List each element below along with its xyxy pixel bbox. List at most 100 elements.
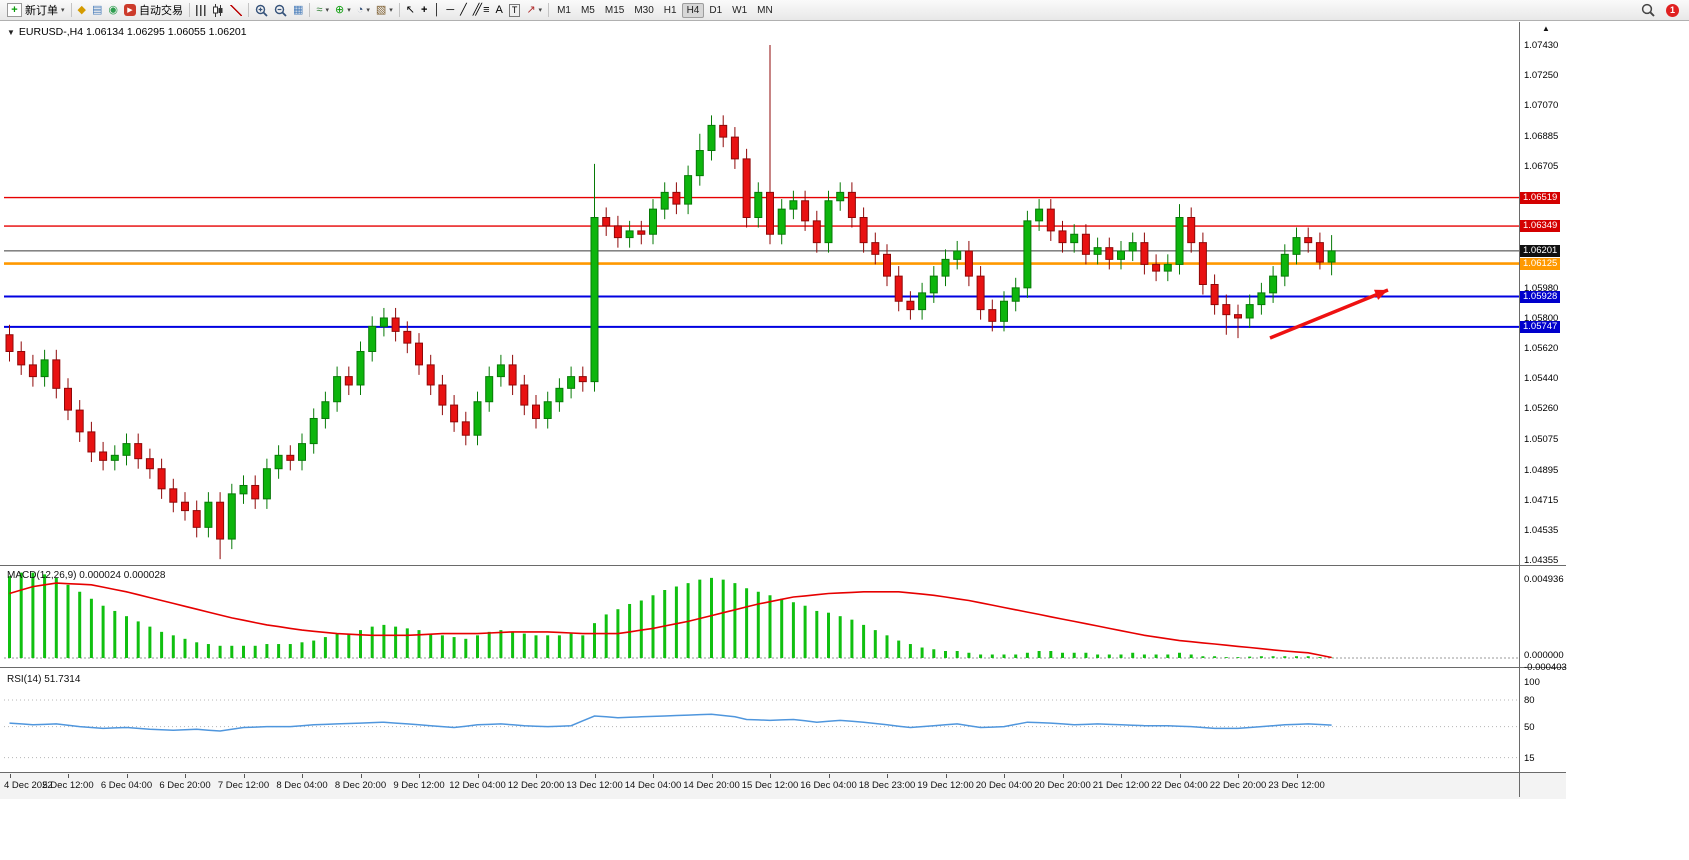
separator [398, 3, 400, 17]
zoom-out-button[interactable] [271, 1, 290, 20]
label-tool-button[interactable]: T [506, 1, 524, 20]
autotrade-icon: ▶ [124, 4, 136, 16]
data-window-icon: ◉ [108, 3, 118, 16]
candles [5, 45, 1336, 560]
panel-separator-macd[interactable] [0, 565, 1566, 566]
axis-label: 1.05260 [1524, 403, 1559, 415]
timeframe-mn-button[interactable]: MN [757, 4, 773, 16]
add-indicator-button[interactable]: ⊕ ▾ [332, 1, 354, 20]
price-line-badge: 1.05747 [1520, 320, 1561, 333]
horizontal-line-tool-button[interactable]: ─ [443, 1, 457, 20]
channel-icon: ╱╱ [472, 3, 483, 16]
search-button[interactable] [1638, 1, 1658, 20]
crosshair-tool-button[interactable]: + [418, 1, 430, 20]
crosshair-icon: + [421, 3, 428, 16]
data-window-button[interactable]: ◉ [105, 1, 121, 20]
autotrade-label: 自动交易 [139, 5, 183, 17]
text-tool-button[interactable]: A [492, 1, 505, 20]
label-tool-icon: T [508, 3, 521, 17]
macd-values: 0.000024 0.000028 [79, 570, 166, 581]
timeframe-d1-button[interactable]: D1 [709, 4, 723, 16]
one-click-trading-toggle[interactable]: ▼ [7, 28, 15, 37]
tile-windows-button[interactable]: ▦ [290, 1, 306, 20]
timeframe-h4-button[interactable]: H4 [681, 2, 705, 18]
axis-label: 80 [1524, 694, 1535, 706]
separator [248, 3, 249, 17]
axis-label: 1.07070 [1524, 100, 1559, 112]
trendline-icon: ╱ [460, 3, 467, 16]
axis-label: 15 [1524, 752, 1535, 764]
timeframe-m15-button[interactable]: M15 [604, 4, 625, 16]
scroll-up-icon[interactable]: ▲ [1542, 24, 1550, 33]
vertical-line-tool-button[interactable]: │ [430, 1, 443, 20]
plus-icon: + [11, 4, 18, 16]
timeframe-h1-button[interactable]: H1 [663, 4, 677, 16]
axis-label: 1.05440 [1524, 373, 1559, 385]
price-axis-border [1519, 22, 1520, 797]
panel-separator-axis [0, 772, 1566, 773]
indicator-list-button[interactable]: ≈ ▾ [313, 1, 332, 20]
rsi-title: RSI(14) [7, 674, 42, 685]
timeframe-m30-button[interactable]: M30 [634, 4, 654, 16]
timeframe-w1-button[interactable]: W1 [732, 4, 748, 16]
zoom-out-icon [274, 4, 287, 17]
horizontal-level-lines[interactable] [4, 196, 1519, 328]
cursor-tool-button[interactable]: ↖ [403, 1, 418, 20]
timeframe-m5-button[interactable]: M5 [580, 4, 595, 16]
candlestick-chart-button[interactable] [209, 1, 227, 20]
search-icon [1641, 3, 1655, 17]
axis-label: 0.000000 [1524, 649, 1564, 661]
add-indicator-icon: ⊕ [334, 3, 345, 16]
price-line-badge: 1.06125 [1520, 257, 1561, 270]
separator [309, 3, 311, 17]
new-order-button[interactable]: + 新订单 ▾ [4, 1, 68, 20]
zoom-in-button[interactable] [252, 1, 271, 20]
chevron-down-icon: ▾ [325, 7, 329, 14]
shapes-tool-button[interactable]: ↗ ▾ [523, 1, 545, 20]
price-line-badge: 1.06201 [1520, 244, 1561, 257]
macd-plot [4, 572, 1519, 659]
timeframe-m1-button[interactable]: M1 [557, 4, 571, 16]
line-chart-icon [230, 4, 242, 16]
axis-label: 1.07250 [1524, 70, 1559, 82]
axis-label: 1.04895 [1524, 464, 1559, 476]
chart-title: ▼ EURUSD-,H4 1.06134 1.06295 1.06055 1.06… [7, 26, 247, 38]
horizontal-line-icon: ─ [446, 3, 455, 16]
fibonacci-icon: ≡ [483, 3, 490, 16]
time-axis-strip[interactable] [0, 773, 1566, 799]
separator [70, 3, 72, 17]
rsi-value: 51.7314 [44, 674, 81, 685]
chart-window-button[interactable]: ▤ [89, 1, 105, 20]
notification-badge[interactable]: 1 [1666, 3, 1679, 17]
fibonacci-tool-button[interactable]: ≡ [480, 1, 492, 20]
templates-button[interactable]: ▧ ▾ [373, 1, 396, 20]
axis-label: 1.06705 [1524, 161, 1559, 173]
arrow-annotation[interactable] [1269, 288, 1389, 340]
market-watch-button[interactable]: ◆ [75, 1, 89, 20]
new-order-icon: + [7, 3, 22, 17]
trendline-tool-button[interactable]: ╱ [457, 1, 470, 20]
macd-title: MACD(12,26,9) [7, 570, 77, 581]
periods-button[interactable]: ◔ ▾ [354, 1, 373, 20]
panel-separator-rsi[interactable] [0, 667, 1566, 668]
text-tool-icon: A [495, 3, 503, 16]
line-chart-button[interactable] [227, 1, 245, 20]
candlestick-chart-icon [213, 3, 223, 17]
chevron-down-icon: ▾ [366, 7, 370, 14]
rsi-indicator-label: RSI(14) 51.7314 [7, 674, 80, 685]
zoom-in-icon [255, 4, 268, 17]
bar-chart-button[interactable] [193, 1, 209, 20]
separator [189, 3, 190, 17]
market-watch-icon: ◆ [77, 3, 86, 16]
autotrade-button[interactable]: ▶ 自动交易 [121, 1, 186, 20]
price-line-badge: 1.06519 [1520, 191, 1561, 204]
macd-indicator-label: MACD(12,26,9) 0.000024 0.000028 [7, 570, 165, 581]
chevron-down-icon: ▾ [389, 7, 393, 14]
new-order-label: 新订单 [25, 5, 58, 17]
chart-window[interactable]: ▼ EURUSD-,H4 1.06134 1.06295 1.06055 1.06… [0, 22, 1689, 860]
axis-label: 100 [1524, 677, 1540, 689]
channel-tool-button[interactable]: ╱╱ [470, 1, 483, 20]
